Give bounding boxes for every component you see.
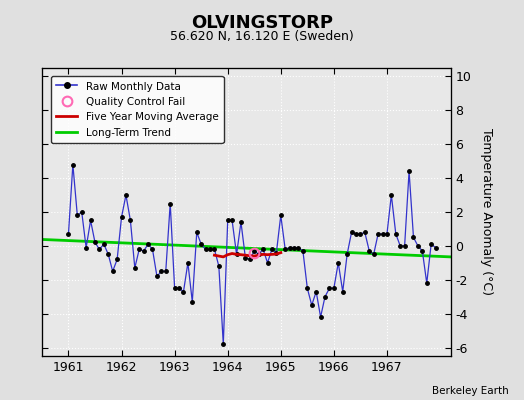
Text: Berkeley Earth: Berkeley Earth [432, 386, 508, 396]
Text: OLVINGSTORP: OLVINGSTORP [191, 14, 333, 32]
Text: 56.620 N, 16.120 E (Sweden): 56.620 N, 16.120 E (Sweden) [170, 30, 354, 43]
Legend: Raw Monthly Data, Quality Control Fail, Five Year Moving Average, Long-Term Tren: Raw Monthly Data, Quality Control Fail, … [51, 76, 224, 143]
Y-axis label: Temperature Anomaly (°C): Temperature Anomaly (°C) [479, 128, 493, 296]
